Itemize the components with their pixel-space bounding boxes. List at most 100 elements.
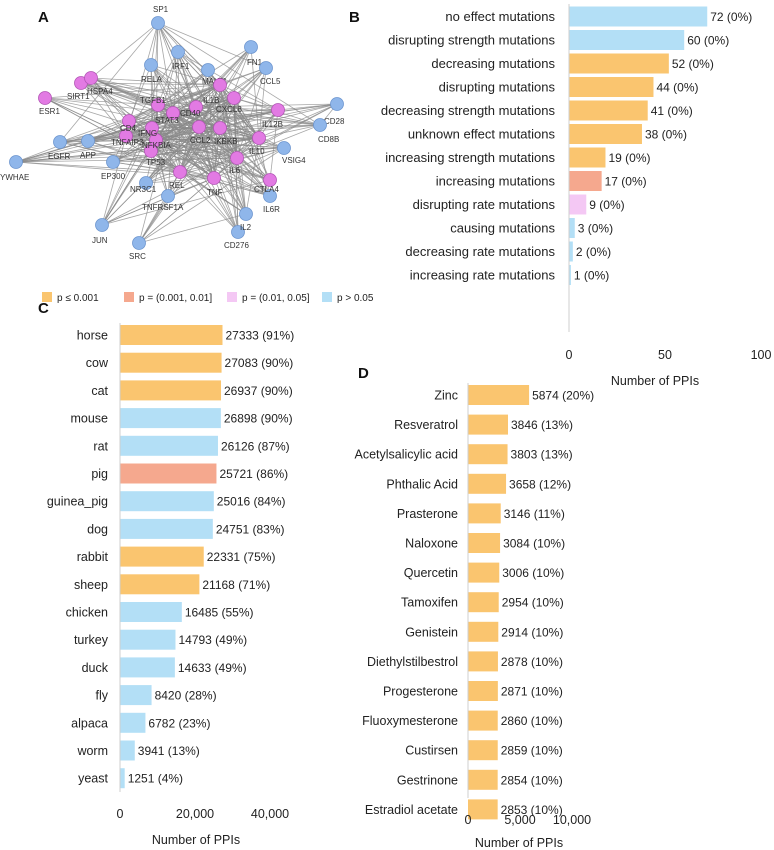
bar-c-pig xyxy=(120,463,217,484)
network-node-il6 xyxy=(230,151,244,165)
value-label-d-tamoxifen: 2954 (10%) xyxy=(502,596,564,610)
category-label-d-prasterone: Prasterone xyxy=(397,507,458,521)
network-edge-252 xyxy=(213,109,279,179)
bar-d-custirsen xyxy=(468,740,498,761)
network-node-tnfaip3 xyxy=(119,129,133,143)
bar-d-gestrinone xyxy=(468,769,498,790)
panel-letter-c: C xyxy=(38,300,49,317)
category-label-b-no-effect-mutations: no effect mutations xyxy=(445,9,555,24)
value-label-c-mouse: 26898 (90%) xyxy=(224,412,293,426)
network-edge-250 xyxy=(233,97,279,111)
network-node-label-hspa4: HSPA4 xyxy=(87,87,113,96)
bar-c-alpaca xyxy=(120,712,146,733)
network-edge-371 xyxy=(150,150,247,215)
bar-b-decreasing-mutations xyxy=(569,53,669,74)
bar-b-decreasing-rate-mutations xyxy=(569,241,573,262)
category-label-b-causing-mutations: causing mutations xyxy=(450,221,555,236)
bar-c-rat xyxy=(120,435,218,456)
value-label-c-horse: 27333 (91%) xyxy=(225,329,294,343)
bar-b-increasing-rate-mutations xyxy=(569,265,571,285)
legend-label-p-gt-0-05: p > 0.05 xyxy=(337,293,374,304)
network-edge-0 xyxy=(157,22,174,114)
network-node-sp1 xyxy=(151,16,165,30)
value-label-d-acetylsalicylic-acid: 3803 (13%) xyxy=(511,448,573,462)
category-label-c-cow: cow xyxy=(86,356,109,370)
category-label-c-duck: duck xyxy=(82,661,109,675)
network-edge-382 xyxy=(90,22,159,79)
network-edge-375 xyxy=(101,177,215,226)
network-edge-390 xyxy=(145,97,235,184)
value-label-c-chicken: 16485 (55%) xyxy=(185,606,254,620)
network-node-label-il6: IL6 xyxy=(229,166,241,175)
network-edge-358 xyxy=(167,51,179,197)
network-node-jun xyxy=(95,218,109,232)
network-edge-142 xyxy=(87,140,215,179)
value-label-d-progesterone: 2871 (10%) xyxy=(501,685,563,699)
network-edge-409 xyxy=(151,127,215,179)
network-node-irf1 xyxy=(171,45,185,59)
bar-b-unknown-effect-mutations xyxy=(569,124,642,144)
tick-label-d-1: 5,000 xyxy=(504,813,535,827)
network-edge-334 xyxy=(213,127,221,179)
category-label-b-unknown-effect-mutations: unknown effect mutations xyxy=(408,127,556,142)
bar-d-progesterone xyxy=(468,681,498,701)
network-edge-158 xyxy=(145,84,221,184)
category-label-c-cat: cat xyxy=(91,384,108,398)
network-edge-177 xyxy=(179,69,209,173)
category-label-c-alpaca: alpaca xyxy=(71,716,108,730)
network-node-label-cd28: CD28 xyxy=(324,117,345,126)
value-label-d-genistein: 2914 (10%) xyxy=(501,625,563,639)
category-label-b-increasing-rate-mutations: increasing rate mutations xyxy=(410,268,556,283)
value-label-d-gestrinone: 2854 (10%) xyxy=(501,773,563,787)
network-node-ikbkb xyxy=(213,121,227,135)
legend-swatch-p-0-01-0-05 xyxy=(227,292,237,302)
network-edge-293 xyxy=(157,104,181,173)
network-node-label-il6r: IL6R xyxy=(263,205,280,214)
network-node-label-ywhae: YWHAE xyxy=(0,173,29,182)
network-edge-395 xyxy=(15,137,260,163)
network-edge-411 xyxy=(128,64,152,122)
network-node-label-rel: REL xyxy=(169,181,185,190)
network-edge-373 xyxy=(138,195,169,244)
category-label-c-dog: dog xyxy=(87,522,108,536)
network-node-label-egfr: EGFR xyxy=(48,152,70,161)
network-edge-191 xyxy=(80,82,127,137)
category-label-d-resveratrol: Resveratrol xyxy=(394,418,458,432)
network-node-label-tnfrsf1a: TNFRSF1A xyxy=(142,203,184,212)
category-label-b-disrupting-rate-mutations: disrupting rate mutations xyxy=(413,197,556,212)
tick-label-c-2: 40,000 xyxy=(251,807,289,821)
network-edge-404 xyxy=(101,126,200,226)
network-edge-31 xyxy=(219,46,252,86)
category-label-c-fly: fly xyxy=(96,689,109,703)
category-label-b-decreasing-rate-mutations: decreasing rate mutations xyxy=(405,244,555,259)
network-node-cd8b xyxy=(313,118,327,132)
legend-label-p-0-001-0-01: p = (0.001, 0.01] xyxy=(139,293,212,304)
network-edge-129 xyxy=(59,84,221,143)
bar-d-acetylsalicylic-acid xyxy=(468,444,508,465)
value-label-c-guinea-pig: 25016 (84%) xyxy=(217,495,286,509)
network-node-label-sp1: SP1 xyxy=(153,5,169,14)
network-edge-363 xyxy=(277,103,338,111)
network-edge-43 xyxy=(236,67,267,159)
network-edge-399 xyxy=(269,109,279,181)
network-node-ctla4 xyxy=(263,173,277,187)
network-edge-143 xyxy=(87,140,181,173)
category-label-c-mouse: mouse xyxy=(70,412,108,426)
category-label-d-custirsen: Custirsen xyxy=(405,744,458,758)
bar-c-sheep xyxy=(120,574,200,595)
network-node-label-irf1: IRF1 xyxy=(172,62,190,71)
value-label-d-quercetin: 3006 (10%) xyxy=(502,566,564,580)
network-edge-309 xyxy=(155,139,215,179)
legend: p ≤ 0.001 p = (0.001, 0.01] p = (0.01, 0.0… xyxy=(42,292,374,304)
bar-d-resveratrol xyxy=(468,414,508,435)
network-edge-344 xyxy=(198,126,238,159)
panel-letter-d: D xyxy=(358,365,369,382)
value-label-d-resveratrol: 3846 (13%) xyxy=(511,418,573,432)
network-edge-308 xyxy=(155,137,260,141)
network-edge-19 xyxy=(157,51,179,106)
network-edge-56 xyxy=(157,104,321,126)
panel-letter-b: B xyxy=(349,9,360,26)
network-edge-205 xyxy=(44,84,221,99)
